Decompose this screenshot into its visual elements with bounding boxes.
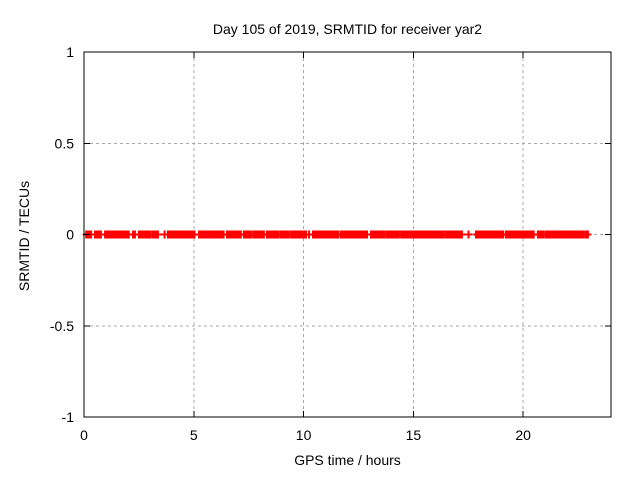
y-tick-label: 1 (66, 44, 74, 60)
x-tick-label: 10 (296, 427, 312, 443)
x-tick-label: 5 (190, 427, 198, 443)
tick-marks (83, 51, 611, 418)
y-tick-label: 0 (66, 227, 74, 243)
data-points (82, 230, 592, 239)
x-tick-label: 0 (80, 427, 88, 443)
y-tick-label: 0.5 (55, 135, 75, 151)
x-tick-label: 15 (406, 427, 422, 443)
chart-title: Day 105 of 2019, SRMTID for receiver yar… (212, 21, 483, 37)
y-tick-label: -1 (62, 409, 75, 425)
x-tick-label: 20 (515, 427, 531, 443)
x-axis-label: GPS time / hours (294, 452, 401, 468)
y-tick-label: -0.5 (50, 318, 74, 334)
